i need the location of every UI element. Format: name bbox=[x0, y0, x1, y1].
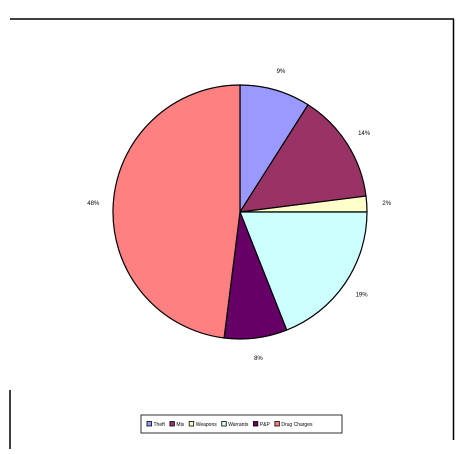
legend-swatch-drug-charges bbox=[274, 421, 280, 427]
slice-label-weapons: 2% bbox=[382, 201, 391, 207]
pie-slice-warrants bbox=[239, 211, 368, 331]
legend-label-drug-charges: Drug Charges bbox=[281, 422, 313, 428]
legend-label-p-p: P&P bbox=[260, 422, 271, 428]
legend: Theft Mis Weapons Warrants P&P Drug Charges bbox=[140, 414, 343, 434]
slice-label-theft: 9% bbox=[277, 69, 286, 75]
legend-label-theft: Theft bbox=[154, 422, 166, 428]
legend-swatch-mischief bbox=[169, 421, 175, 427]
legend-swatch-weapons bbox=[188, 421, 195, 427]
slice-label-mischief: 14% bbox=[358, 131, 371, 137]
slice-label-warrants: 19% bbox=[356, 293, 369, 299]
legend-label-warrants: Warrants bbox=[228, 422, 249, 428]
pie-slice-mischief bbox=[239, 104, 367, 213]
legend-swatch-warrants bbox=[221, 421, 227, 427]
legend-swatch-p-p bbox=[252, 421, 259, 427]
pie-slice-drug-charges bbox=[112, 84, 241, 339]
legend-label-mischief: Mis bbox=[176, 422, 184, 428]
pie-slices bbox=[112, 84, 368, 340]
legend-box bbox=[140, 414, 343, 434]
pie-labels: 9% 14% 2% 19% 8% 48% bbox=[87, 69, 391, 362]
legend-items: Theft Mis Weapons Warrants P&P Drug Charges bbox=[146, 421, 313, 428]
slice-label-drug-charges: 48% bbox=[87, 201, 100, 207]
legend-swatch-theft bbox=[146, 421, 152, 427]
slice-label-p-p: 8% bbox=[254, 356, 263, 362]
legend-label-weapons: Weapons bbox=[196, 422, 218, 428]
